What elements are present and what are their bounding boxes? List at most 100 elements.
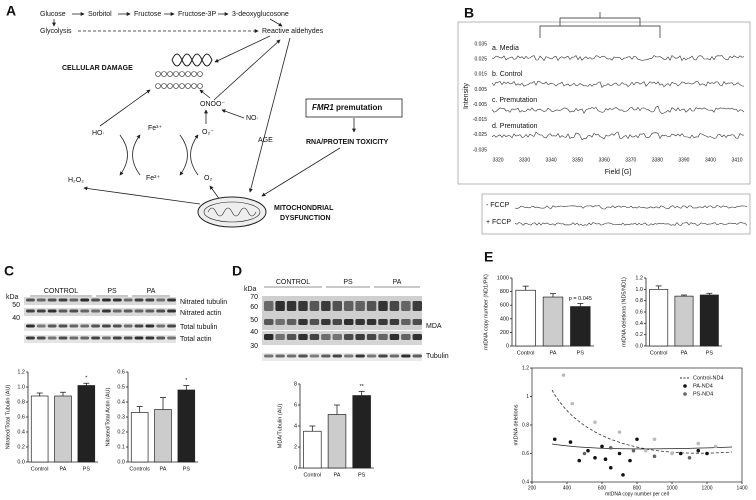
blot-band [309,301,320,311]
y-tick-label: 0.025 [474,56,487,62]
marker-label: 50 [250,317,258,324]
ferrous-ion: Fe²⁺ [146,175,161,182]
blot-band [321,319,331,325]
premutation-text: premutation [336,103,382,112]
bar [327,414,347,469]
blot-band [123,336,133,340]
band-label: Nitrated tubulin [180,299,227,306]
blot-band [309,354,320,358]
group-label: PA [393,279,402,286]
y-tick-label: 0.0 [635,343,643,349]
blot-band [412,334,422,340]
x-tick-label: PA [160,466,167,472]
x-tick-label: 3370 [625,157,636,163]
y-axis-label: mtDNA deletions [513,404,519,445]
y-axis-label: MDA/Tubulin (AU) [277,404,283,449]
y-tick-label: 6 [294,402,297,408]
panel-letter: E [484,249,493,265]
y-tick-label: 1.2 [522,365,529,371]
y-tick-label: -0.035 [473,147,487,153]
dna-icon [171,53,213,67]
blot-band [401,334,411,340]
y-tick-label: 0.4 [117,399,125,405]
blot-band [123,298,133,302]
blot-band [26,309,35,313]
y-tick-label: 0.6 [17,414,25,420]
blot-band [321,354,331,358]
y-tick-label: 0.005 [474,87,487,93]
x-tick-label: Control [31,466,49,472]
hydroxyl-radical: HO· [92,130,105,137]
x-tick-label: PS [183,466,191,472]
blot-band [332,354,342,358]
y-tick-label: 0.4 [635,321,643,327]
pathway-step: Fructose-3P [178,11,216,18]
blot-band [156,336,166,340]
bar [303,430,322,469]
marker-label: 50 [12,302,20,309]
pathway-step: 3-deoxyglucosone [232,11,289,18]
mito-label: DYSFUNCTION [280,215,331,222]
x-tick-label: 3400 [705,157,716,163]
x-tick-label: 1400 [736,485,747,491]
panel-letter: D [232,263,242,279]
blot-band [264,334,274,340]
y-tick-label: 0.4 [522,479,529,485]
reactive-aldehydes: Reactive aldehydes [262,28,324,35]
y-tick-label: 0.1 [117,444,125,450]
blot-band [401,319,411,325]
x-tick-label: PA [681,350,688,356]
marker-label: 40 [12,315,20,322]
blot-band [401,354,411,358]
blot-band [47,309,57,313]
superoxide: O₂⁻ [202,129,214,136]
blot-band [58,324,68,328]
band-label: Total tubulin [180,324,217,331]
scatter-point [696,441,701,446]
blot-band [91,324,100,328]
bar [699,294,719,347]
y-tick-label: 200 [500,330,509,336]
scatter-point [608,465,613,470]
blot-band [366,334,377,340]
blot-band [47,324,57,328]
blot-band [80,309,90,313]
blot-band [309,334,320,340]
x-tick-label: Control [517,350,535,356]
bar [649,288,669,347]
y-tick-label: 4 [294,423,297,429]
blot-band [264,319,274,325]
blot-band [412,319,422,325]
trace-label: a. Media [492,45,519,52]
blot-band [102,324,111,328]
blot-band [47,298,57,302]
y-tick-label: 0 [506,343,509,349]
band-label: MDA [426,323,442,330]
blot-band [355,354,365,358]
significance-label: * [85,376,88,382]
age: AGE [258,137,273,144]
y-tick-label: 0.2 [635,332,643,338]
x-tick-label: 3410 [731,157,742,163]
blot-band [112,324,122,328]
trace-label: b. Control [492,71,523,78]
kda-label: kDa [6,294,19,301]
x-tick-label: Control [650,350,668,356]
scatter-point [582,451,587,456]
x-tick-label: Control [303,472,321,478]
blot-band [412,354,422,358]
bar [352,395,371,469]
blot-band [145,336,155,340]
y-tick-label: 1.2 [635,275,643,281]
y-axis-label: Nitrated/Total Tubulin (AU) [5,385,11,450]
blot-band [332,319,342,325]
scatter-point [687,455,692,460]
membrane-icon [155,71,203,89]
premutation-box [305,98,403,118]
blot-band [286,334,297,340]
blot-band [286,301,297,311]
x-axis-label: mtDNA copy number per cell [605,491,669,497]
scatter-point [643,448,648,453]
scatter-point [635,437,639,442]
x-tick-label: PS [358,472,366,478]
